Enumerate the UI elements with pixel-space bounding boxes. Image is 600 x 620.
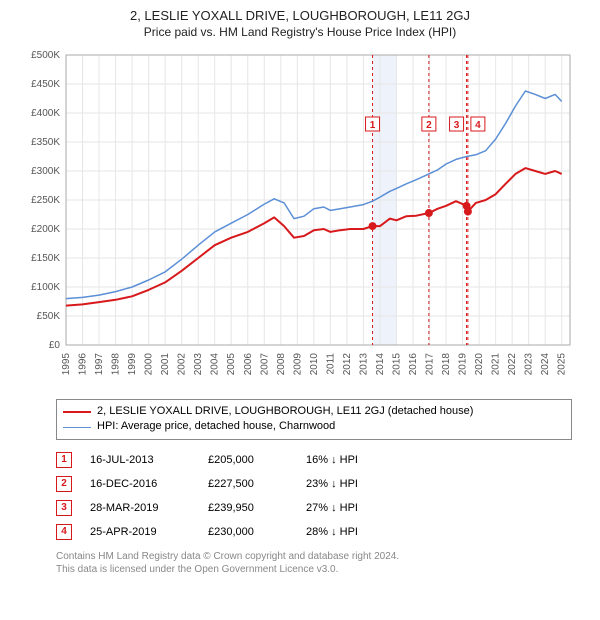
svg-text:1995: 1995 bbox=[61, 353, 72, 376]
svg-text:£400K: £400K bbox=[31, 108, 60, 119]
row-price: £230,000 bbox=[208, 526, 288, 538]
svg-text:2022: 2022 bbox=[507, 353, 518, 376]
svg-text:2024: 2024 bbox=[540, 353, 551, 376]
row-badge: 1 bbox=[56, 452, 72, 468]
svg-text:2016: 2016 bbox=[408, 353, 419, 376]
svg-text:2001: 2001 bbox=[160, 353, 171, 376]
svg-text:2013: 2013 bbox=[358, 353, 369, 376]
row-date: 16-JUL-2013 bbox=[90, 454, 190, 466]
svg-text:1996: 1996 bbox=[78, 353, 89, 376]
chart-subtitle: Price paid vs. HM Land Registry's House … bbox=[10, 25, 590, 39]
svg-text:2020: 2020 bbox=[474, 353, 485, 376]
row-badge: 2 bbox=[56, 476, 72, 492]
svg-text:£250K: £250K bbox=[31, 195, 60, 206]
svg-text:2010: 2010 bbox=[309, 353, 320, 376]
row-price: £205,000 bbox=[208, 454, 288, 466]
svg-text:2014: 2014 bbox=[375, 353, 386, 376]
svg-text:2006: 2006 bbox=[243, 353, 254, 376]
chart-title: 2, LESLIE YOXALL DRIVE, LOUGHBOROUGH, LE… bbox=[10, 8, 590, 23]
svg-text:£500K: £500K bbox=[31, 50, 60, 61]
svg-text:£150K: £150K bbox=[31, 253, 60, 264]
svg-text:2012: 2012 bbox=[342, 353, 353, 376]
row-badge: 3 bbox=[56, 500, 72, 516]
svg-text:2005: 2005 bbox=[226, 353, 237, 376]
legend-label: 2, LESLIE YOXALL DRIVE, LOUGHBOROUGH, LE… bbox=[97, 404, 473, 419]
svg-text:2004: 2004 bbox=[210, 353, 221, 376]
svg-text:£200K: £200K bbox=[31, 224, 60, 235]
svg-text:2003: 2003 bbox=[193, 353, 204, 376]
svg-text:2018: 2018 bbox=[441, 353, 452, 376]
svg-text:2008: 2008 bbox=[276, 353, 287, 376]
svg-text:£300K: £300K bbox=[31, 166, 60, 177]
svg-text:1: 1 bbox=[370, 120, 376, 131]
footnote-line: Contains HM Land Registry data © Crown c… bbox=[56, 550, 572, 564]
legend-item: 2, LESLIE YOXALL DRIVE, LOUGHBOROUGH, LE… bbox=[63, 404, 565, 419]
legend-item: HPI: Average price, detached house, Char… bbox=[63, 419, 565, 434]
svg-text:2015: 2015 bbox=[391, 353, 402, 376]
svg-text:2019: 2019 bbox=[458, 353, 469, 376]
svg-text:1998: 1998 bbox=[111, 353, 122, 376]
svg-text:2023: 2023 bbox=[524, 353, 535, 376]
row-badge: 4 bbox=[56, 524, 72, 540]
svg-text:2025: 2025 bbox=[557, 353, 568, 376]
table-row: 3 28-MAR-2019 £239,950 27% ↓ HPI bbox=[56, 496, 572, 520]
svg-text:2021: 2021 bbox=[491, 353, 502, 376]
svg-text:£0: £0 bbox=[49, 340, 61, 351]
svg-text:2017: 2017 bbox=[425, 353, 436, 376]
svg-text:£350K: £350K bbox=[31, 137, 60, 148]
line-chart: £0 £50K £100K £150K £200K £250K £300K £350K £400… bbox=[20, 45, 580, 385]
svg-text:1999: 1999 bbox=[127, 353, 138, 376]
svg-text:2011: 2011 bbox=[325, 353, 336, 375]
svg-text:1997: 1997 bbox=[94, 353, 105, 376]
svg-text:3: 3 bbox=[454, 120, 460, 131]
svg-text:£50K: £50K bbox=[37, 311, 61, 322]
table-row: 1 16-JUL-2013 £205,000 16% ↓ HPI bbox=[56, 448, 572, 472]
footnote-line: This data is licensed under the Open Gov… bbox=[56, 563, 572, 577]
legend-swatch bbox=[63, 427, 91, 428]
table-row: 4 25-APR-2019 £230,000 28% ↓ HPI bbox=[56, 520, 572, 544]
legend-label: HPI: Average price, detached house, Char… bbox=[97, 419, 335, 434]
chart-area: £0 £50K £100K £150K £200K £250K £300K £350K £400… bbox=[20, 45, 580, 385]
svg-text:4: 4 bbox=[475, 120, 481, 131]
svg-text:2: 2 bbox=[426, 120, 432, 131]
row-date: 25-APR-2019 bbox=[90, 526, 190, 538]
svg-text:2007: 2007 bbox=[259, 353, 270, 376]
table-row: 2 16-DEC-2016 £227,500 23% ↓ HPI bbox=[56, 472, 572, 496]
row-date: 28-MAR-2019 bbox=[90, 502, 190, 514]
svg-text:2002: 2002 bbox=[177, 353, 188, 376]
svg-text:2000: 2000 bbox=[144, 353, 155, 376]
row-diff: 28% ↓ HPI bbox=[306, 526, 376, 538]
row-diff: 16% ↓ HPI bbox=[306, 454, 376, 466]
row-diff: 23% ↓ HPI bbox=[306, 478, 376, 490]
row-price: £227,500 bbox=[208, 478, 288, 490]
row-diff: 27% ↓ HPI bbox=[306, 502, 376, 514]
legend-swatch bbox=[63, 411, 91, 413]
legend: 2, LESLIE YOXALL DRIVE, LOUGHBOROUGH, LE… bbox=[56, 399, 572, 440]
svg-text:£450K: £450K bbox=[31, 79, 60, 90]
footnote: Contains HM Land Registry data © Crown c… bbox=[56, 550, 572, 577]
svg-text:£100K: £100K bbox=[31, 282, 60, 293]
svg-text:2009: 2009 bbox=[292, 353, 303, 376]
row-price: £239,950 bbox=[208, 502, 288, 514]
row-date: 16-DEC-2016 bbox=[90, 478, 190, 490]
sales-table: 1 16-JUL-2013 £205,000 16% ↓ HPI 2 16-DEC-201… bbox=[56, 448, 572, 544]
